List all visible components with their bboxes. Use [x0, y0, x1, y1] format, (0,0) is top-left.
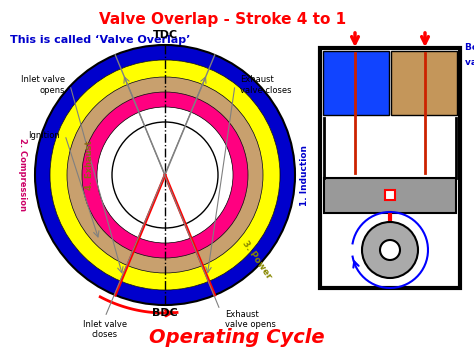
- Text: Both the inlet and exhaust: Both the inlet and exhaust: [465, 43, 474, 52]
- Bar: [385, 190, 395, 200]
- Text: TDC: TDC: [153, 30, 178, 40]
- Text: Operating Cycle: Operating Cycle: [149, 328, 325, 347]
- Text: 2. Compression: 2. Compression: [18, 138, 27, 212]
- Text: before: before: [330, 238, 363, 247]
- Text: 1. Induction: 1. Induction: [300, 144, 309, 206]
- Text: Ignition: Ignition: [28, 131, 60, 140]
- Text: BDC: BDC: [152, 308, 178, 318]
- Text: Inlet valve
opens: Inlet valve opens: [21, 75, 65, 95]
- Wedge shape: [35, 45, 295, 305]
- Bar: [324, 178, 456, 213]
- Text: 45 degrees: 45 degrees: [376, 224, 433, 233]
- Wedge shape: [50, 60, 280, 290]
- Bar: [320, 48, 460, 288]
- Text: 4. Exhaust: 4. Exhaust: [85, 140, 94, 190]
- Text: Inlet valve
closes: Inlet valve closes: [83, 320, 127, 339]
- Text: Exhaust
valve closes: Exhaust valve closes: [240, 75, 292, 95]
- Text: Exhaust stroke: Exhaust stroke: [330, 252, 397, 261]
- Text: Exhaust
valve opens: Exhaust valve opens: [225, 310, 276, 329]
- Bar: [391, 51, 457, 115]
- Text: 3. Power: 3. Power: [240, 239, 273, 281]
- Wedge shape: [82, 92, 248, 258]
- Text: the end of the: the end of the: [358, 238, 425, 247]
- Circle shape: [380, 240, 400, 260]
- Circle shape: [362, 222, 418, 278]
- Text: Valve Overlap - Stroke 4 to 1: Valve Overlap - Stroke 4 to 1: [99, 12, 346, 27]
- Text: valves are partially open: valves are partially open: [465, 58, 474, 67]
- Wedge shape: [67, 77, 263, 273]
- Circle shape: [112, 122, 218, 228]
- Text: stroke starts: stroke starts: [330, 224, 389, 233]
- Text: Therefore the Induction: Therefore the Induction: [330, 210, 437, 219]
- Text: This is called ‘Valve Overlap’: This is called ‘Valve Overlap’: [10, 35, 191, 45]
- Bar: [323, 51, 389, 115]
